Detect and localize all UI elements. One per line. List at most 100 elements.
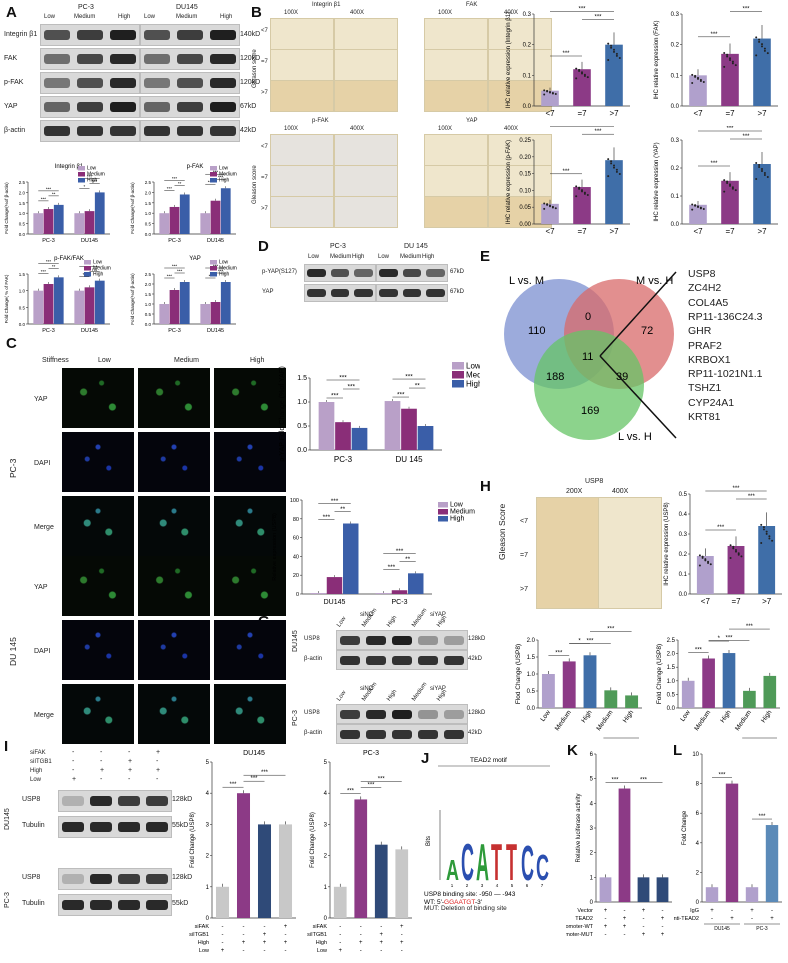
ihc-row-label: >7	[261, 206, 268, 212]
band	[144, 126, 171, 136]
bar	[705, 887, 719, 902]
x-tick-label: High	[719, 709, 733, 724]
sig-label: ***	[710, 32, 718, 38]
x-tick-label: >7	[757, 109, 767, 118]
blot-g-size: 42kD	[468, 730, 483, 736]
chart-l-fold: 0 2 4 6 8 10 Fold Change *** *** IgG + - + - anti-TEAD…	[674, 752, 782, 932]
group-label: PC-3	[756, 926, 768, 932]
band	[117, 874, 141, 884]
legend-swatch	[210, 272, 217, 277]
bar	[53, 277, 64, 324]
x-tick-label: Medium	[595, 709, 614, 732]
chart-a-yap: 0.0 0.5 1.0 1.5 2.0 2.5 Fold Change(%of β-acti…	[130, 256, 237, 334]
y-tick-label: 0.0	[667, 706, 676, 712]
condition-sign: -	[643, 916, 645, 922]
condition-sign: +	[379, 940, 383, 946]
chart-h-usp8: 0.0 0.1 0.2 0.3 0.4 0.5 IHC relative expressio…	[664, 486, 782, 606]
blot-a-size: 120kD	[240, 55, 261, 62]
band	[209, 102, 236, 112]
band	[61, 796, 85, 806]
condition-sign: -	[662, 924, 664, 930]
y-tick-label: 0.5	[527, 689, 536, 695]
sig-label: ***	[323, 514, 331, 521]
venn-gene: KRBOX1	[688, 353, 731, 366]
bar	[179, 282, 190, 324]
y-axis-label: p-YAP Fold Change (%of YAP)	[279, 366, 286, 462]
blot-d-row-label: p-YAP(S127)	[262, 269, 297, 275]
sig-label: ***	[347, 788, 355, 794]
motif-position: 3	[481, 883, 484, 888]
ihc-image	[488, 18, 552, 50]
motif-position: 2	[466, 883, 469, 888]
data-point	[613, 48, 615, 51]
data-point	[701, 556, 704, 559]
venn-gene: KRT81	[688, 411, 721, 423]
data-point	[729, 183, 731, 186]
band	[354, 289, 373, 297]
x-tick-label: High	[760, 709, 774, 724]
data-point	[761, 170, 763, 172]
x-tick-label: <7	[545, 109, 555, 118]
y-tick-label: 80	[293, 517, 299, 523]
bar	[375, 593, 391, 594]
legend-label: Low	[93, 260, 103, 266]
bar	[84, 211, 95, 234]
data-point	[543, 202, 546, 205]
venn-diagram: L vs. M M vs. H L vs. H 110 0 72 11 188 …	[504, 271, 677, 443]
band	[209, 30, 236, 40]
sig-label: ***	[46, 186, 52, 191]
if-image	[62, 368, 134, 428]
chart-title: p-FAK/FAK	[54, 256, 84, 262]
band	[417, 709, 439, 719]
y-tick-label: 2.0	[145, 282, 152, 287]
data-point	[726, 180, 729, 183]
data-point	[761, 45, 763, 48]
group-label: DU145	[714, 926, 730, 932]
y-tick-label: 0.2	[671, 43, 680, 49]
band	[117, 796, 141, 806]
x-tick-label: >7	[609, 227, 619, 236]
condition-sign: +	[338, 948, 342, 954]
data-point	[732, 545, 735, 548]
blot-d-group: High	[422, 254, 435, 260]
blot-i-strip	[58, 894, 172, 916]
bar	[541, 203, 559, 224]
data-point	[731, 60, 734, 63]
bar	[727, 546, 745, 594]
data-point	[554, 207, 557, 210]
chart-a-integrin: 0.0 0.5 1.0 1.5 2.0 2.5 Fold Change(%of β-acti…	[4, 164, 110, 244]
condition-sign: -	[605, 932, 607, 938]
ihc-image	[334, 80, 398, 112]
bar	[210, 302, 221, 324]
band	[209, 54, 236, 64]
blot-a-row-label: β-actin	[4, 127, 26, 134]
band	[144, 30, 171, 40]
y-tick-label: 0.0	[523, 104, 532, 110]
chart-k-luciferase: 0 1 2 3 4 5 6 Relative luciferase activity *** **…	[566, 752, 672, 938]
motif-letter: T	[506, 835, 517, 892]
data-point	[575, 185, 578, 188]
legend-swatch	[210, 178, 217, 183]
if-row-label: DAPI	[34, 460, 51, 467]
sig-label: ***	[748, 494, 756, 500]
data-point	[613, 166, 615, 169]
band	[379, 269, 398, 277]
y-tick-label: 0.0	[145, 322, 152, 327]
legend-swatch	[438, 509, 448, 515]
data-point	[575, 195, 578, 198]
condition-sign: +	[284, 924, 288, 930]
band	[89, 900, 113, 910]
data-point	[761, 43, 763, 46]
ihc-image	[424, 49, 488, 81]
blot-i-cond-sign: -	[156, 758, 159, 765]
blot-i-strip	[58, 868, 172, 890]
blot-i-cond-sign: -	[72, 767, 75, 774]
sig-label: ***	[578, 6, 586, 12]
panel-label-c: C	[6, 335, 17, 352]
h-row-label: <7	[520, 518, 528, 525]
sig-label: ***	[218, 269, 224, 274]
motif-position: 6	[526, 883, 529, 888]
y-tick-label: 20	[293, 573, 299, 579]
condition-sign: +	[623, 924, 627, 930]
y-axis-label: Fold Change	[682, 810, 688, 845]
